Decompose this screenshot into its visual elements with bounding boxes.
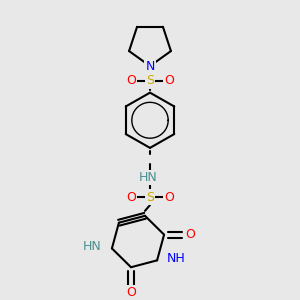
Text: O: O (185, 228, 195, 241)
Text: NH: NH (167, 252, 186, 265)
Text: O: O (126, 74, 136, 87)
Text: O: O (126, 191, 136, 204)
Text: O: O (164, 74, 174, 87)
Text: N: N (145, 60, 155, 73)
Text: HN: HN (139, 171, 158, 184)
Text: O: O (126, 286, 136, 299)
Text: HN: HN (83, 240, 102, 253)
Text: S: S (146, 74, 154, 87)
Text: O: O (164, 191, 174, 204)
Text: S: S (146, 191, 154, 204)
